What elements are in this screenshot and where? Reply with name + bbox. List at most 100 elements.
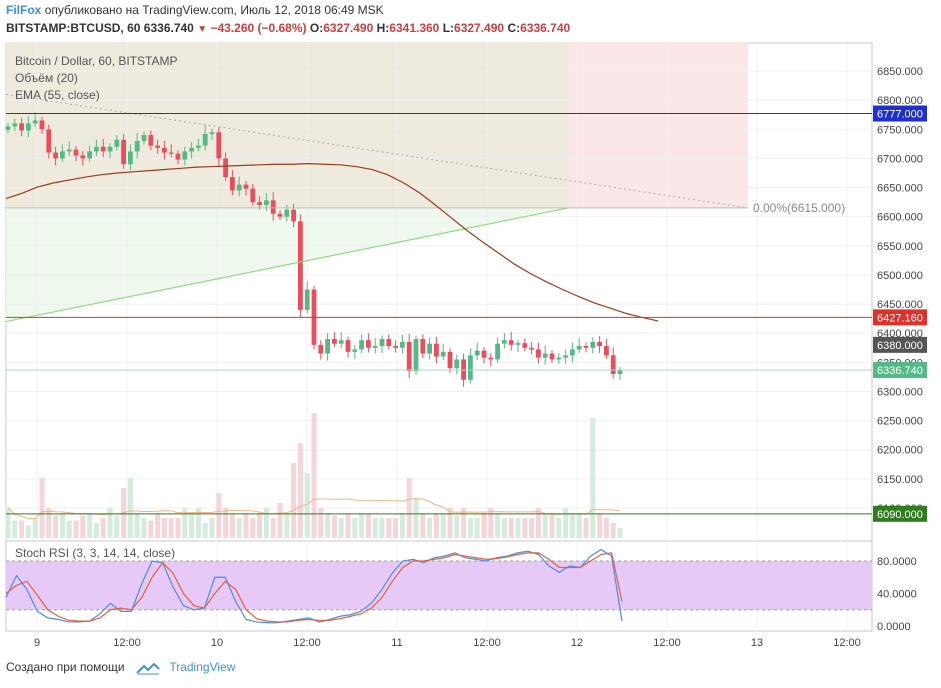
candle-body — [134, 140, 140, 152]
symbol-header: BITSTAMP:BTCUSD, 60 6336.740 ▼ −43.260 (… — [6, 21, 571, 35]
volume-bar — [379, 518, 385, 538]
volume-bar — [277, 503, 283, 538]
volume-bar — [549, 513, 555, 538]
price-tick-label: 6450.000 — [877, 299, 923, 311]
time-tick-label: 13 — [751, 637, 763, 649]
publish-info: опубликовано на TradingView.com, Июль 12… — [44, 3, 384, 17]
price-badge — [873, 309, 927, 326]
volume-bar — [161, 518, 167, 538]
volume-bar — [569, 513, 575, 538]
volume-bar — [617, 528, 623, 538]
candle-body — [26, 123, 31, 131]
candle-body — [420, 339, 426, 354]
volume-bar — [433, 513, 439, 538]
volume-bar — [413, 498, 419, 538]
price-change: −43.260 (−0.68%) — [210, 21, 307, 35]
price-badge — [873, 336, 927, 353]
price-tick-label: 6150.000 — [877, 474, 923, 486]
candle-body — [202, 133, 208, 146]
candle-body — [427, 343, 432, 354]
candle-body — [257, 202, 262, 206]
volume-bar — [311, 413, 317, 538]
candle-body — [440, 351, 446, 357]
made-with-text: Создано при помощи — [6, 660, 125, 674]
candle-body — [379, 339, 385, 347]
volume-bar — [5, 508, 11, 538]
volume-bar — [447, 508, 453, 538]
author-name[interactable]: FilFox — [6, 3, 42, 17]
volume-bar — [318, 508, 324, 538]
volume-bar — [270, 518, 276, 538]
price-tick-label: 6650.000 — [877, 183, 923, 195]
candle-body — [400, 341, 405, 348]
candle-body — [155, 145, 160, 148]
candle-body — [481, 350, 487, 358]
volume-bar — [556, 518, 562, 538]
volume-bar — [243, 513, 249, 538]
time-tick-label: 12:00 — [113, 637, 141, 649]
volume-bar — [25, 525, 31, 538]
volume-bar — [393, 518, 399, 538]
time-tick-label: 12:00 — [293, 637, 321, 649]
candle-body — [610, 355, 616, 374]
close-value: 6336.740 — [520, 21, 571, 35]
candle-body — [209, 132, 215, 134]
candle-body — [175, 153, 181, 160]
candle-body — [196, 145, 201, 148]
candle-body — [386, 339, 392, 347]
candle-body — [576, 346, 582, 350]
volume-bar — [597, 513, 603, 538]
price-tick-label: 6750.000 — [877, 124, 923, 136]
price-badge — [873, 105, 927, 122]
volume-bar — [474, 518, 480, 538]
volume-bar — [454, 515, 460, 538]
volume-bar — [576, 513, 582, 538]
volume-bar — [345, 513, 351, 538]
price-tick-label: 6700.000 — [877, 153, 923, 165]
stoch-tick-label: 80.0000 — [877, 556, 917, 568]
open-value: 6327.490 — [323, 21, 374, 35]
stoch-tick-label: 0.0000 — [877, 621, 911, 633]
volume-bar — [263, 508, 269, 538]
candle-body — [182, 151, 188, 160]
candle-body — [291, 209, 296, 222]
volume-bar — [53, 515, 59, 538]
price-badge-label: 6380.000 — [877, 340, 923, 352]
candle-body — [141, 135, 147, 141]
volume-bar — [209, 518, 215, 538]
stoch-tick-label: 40.0000 — [877, 589, 917, 601]
price-badge-label: 6427.160 — [877, 312, 923, 324]
candle-body — [19, 123, 24, 131]
candle-body — [121, 139, 126, 165]
price-tick-label: 6550.000 — [877, 241, 923, 253]
volume-bar — [603, 518, 609, 538]
volume-bar — [12, 520, 18, 538]
volume-bar — [127, 478, 133, 538]
volume-bar — [168, 518, 174, 538]
price-badge — [873, 362, 927, 379]
stoch-d-line — [5, 552, 623, 623]
low-value: 6327.490 — [454, 21, 505, 35]
tradingview-link[interactable]: TradingView — [169, 660, 236, 674]
down-triangle-icon: ▼ — [197, 24, 208, 35]
candle-body — [338, 340, 344, 344]
candle-body — [46, 129, 52, 153]
volume-bar — [590, 418, 596, 538]
volume-bar — [325, 513, 331, 538]
volume-bar — [134, 513, 140, 538]
candle-body — [128, 151, 133, 165]
candle-body — [189, 147, 194, 152]
legend-volume: Объём (20) — [15, 71, 78, 85]
candle-body — [298, 221, 303, 310]
candle-body — [536, 349, 541, 358]
candle-body — [393, 346, 398, 348]
volume-bar — [495, 513, 501, 538]
price-tick-label: 6850.000 — [877, 66, 923, 78]
legend-title: Bitcoin / Dollar, 60, BITSTAMP — [15, 54, 178, 68]
volume-bar — [406, 478, 412, 538]
candle-body — [80, 155, 86, 159]
candle-body — [53, 152, 58, 159]
volume-bar — [175, 518, 181, 538]
candle-body — [236, 184, 242, 191]
